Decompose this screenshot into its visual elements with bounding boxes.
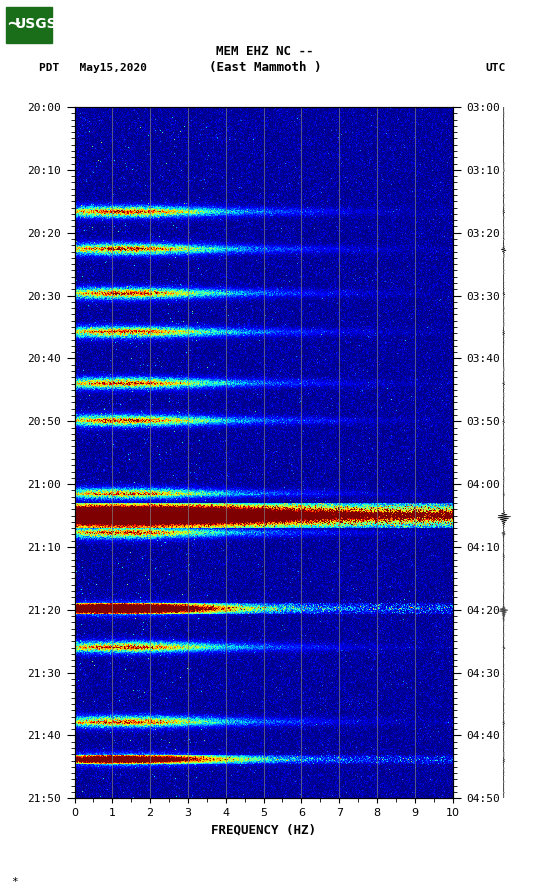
Text: *: * [11,877,18,887]
Text: PDT   May15,2020: PDT May15,2020 [39,62,147,73]
Text: USGS: USGS [15,17,57,31]
Text: MEM EHZ NC --: MEM EHZ NC -- [216,45,314,58]
Text: ∼: ∼ [7,15,22,33]
Text: UTC: UTC [486,62,506,73]
X-axis label: FREQUENCY (HZ): FREQUENCY (HZ) [211,823,316,837]
Text: (East Mammoth ): (East Mammoth ) [209,62,321,74]
